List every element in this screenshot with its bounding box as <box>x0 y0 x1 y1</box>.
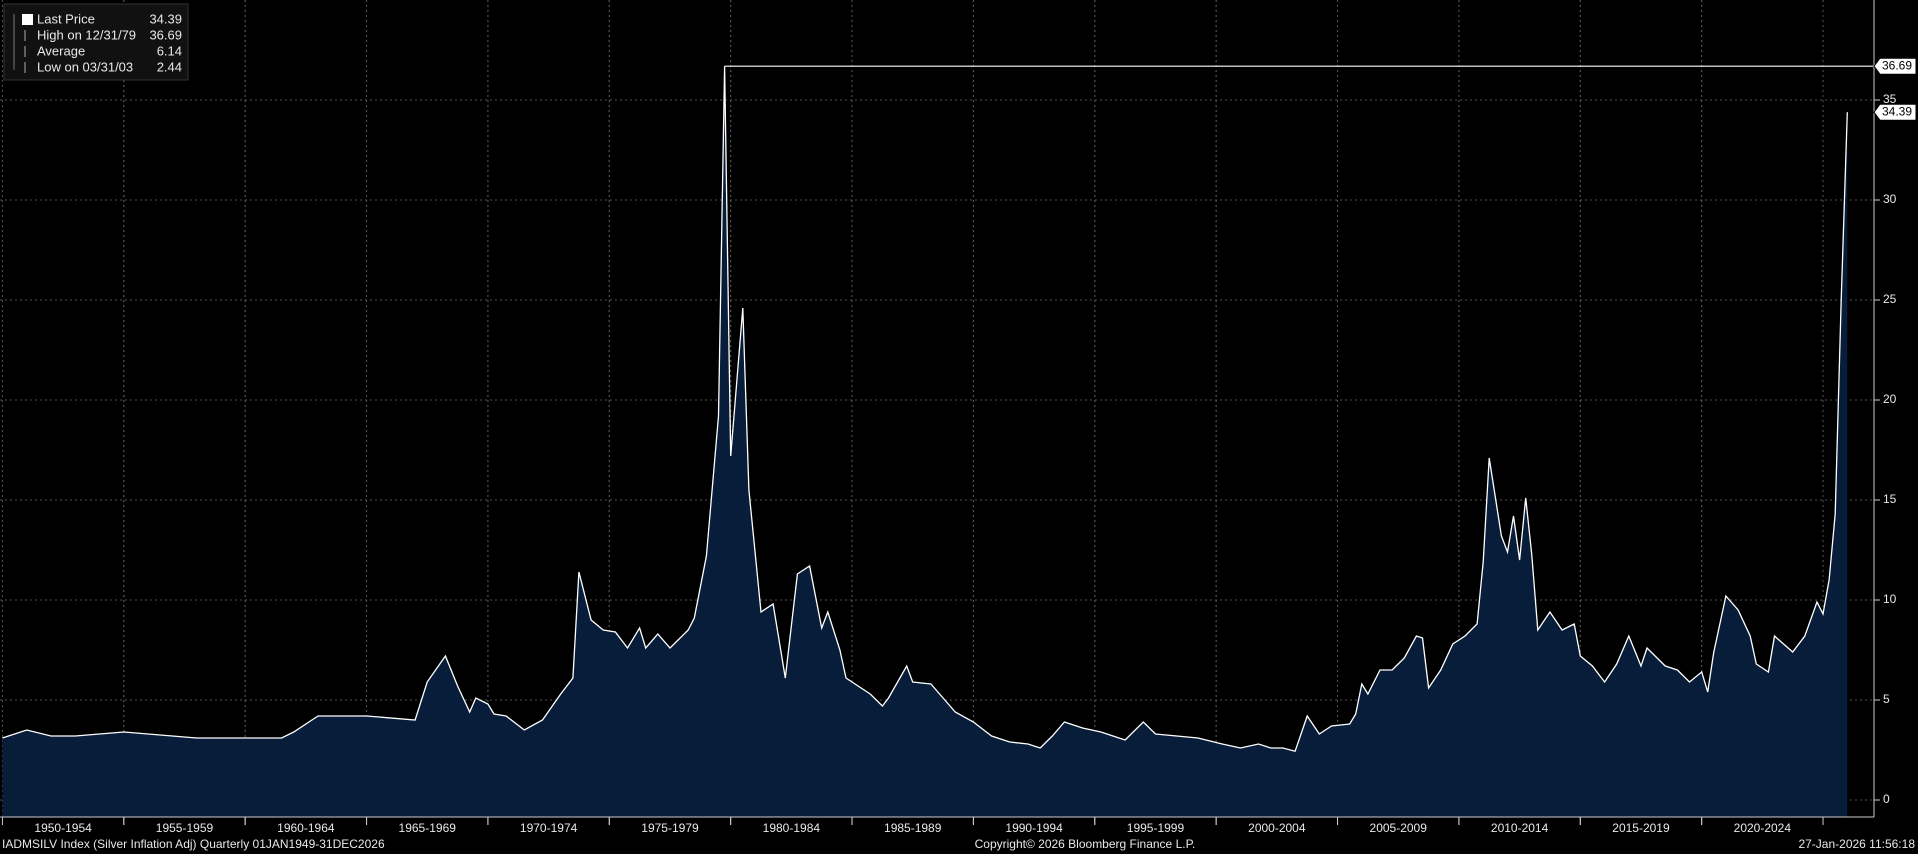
y-tick-label: 15 <box>1883 492 1897 506</box>
legend-label: Last Price <box>37 11 95 26</box>
area-fill <box>2 66 1848 817</box>
high-tag-box <box>1873 57 1917 75</box>
grid <box>0 0 1874 817</box>
last-tag-label: 34.39 <box>1882 104 1912 118</box>
y-tick-label: 0 <box>1883 792 1890 806</box>
y-tick-label: 35 <box>1883 92 1897 106</box>
y-tick-label: 20 <box>1883 392 1897 406</box>
x-tick-label: 2020-2024 <box>1734 821 1792 835</box>
last-tag-box <box>1873 103 1917 121</box>
legend-swatch <box>22 14 33 25</box>
legend-label: Average <box>37 43 85 58</box>
high-tag-label: 36.69 <box>1882 58 1912 72</box>
x-tick-label: 1960-1964 <box>277 821 335 835</box>
price-line <box>2 66 1848 752</box>
x-tick-label: 2015-2019 <box>1612 821 1670 835</box>
x-tick-label: 1965-1969 <box>399 821 457 835</box>
x-tick-label: 2010-2014 <box>1491 821 1549 835</box>
legend-value: 36.69 <box>149 27 182 42</box>
x-tick-label: 1975-1979 <box>641 821 699 835</box>
plot <box>2 65 1874 817</box>
x-tick-label: 1955-1959 <box>156 821 214 835</box>
legend-label: High on 12/31/79 <box>37 27 136 42</box>
legend-value: 6.14 <box>157 43 182 58</box>
x-tick-label: 1995-1999 <box>1127 821 1185 835</box>
y-tick-label: 5 <box>1883 692 1890 706</box>
legend-label: Low on 03/31/03 <box>37 59 133 74</box>
axes: 0 5 10 15 20 25 30 35 1950-1954 1955-1959 1960-196… <box>0 0 1917 835</box>
x-tick-label: 1980-1984 <box>763 821 821 835</box>
x-tick-label: 2000-2004 <box>1248 821 1306 835</box>
y-tick-label: 25 <box>1883 292 1897 306</box>
y-tick-label: 30 <box>1883 192 1897 206</box>
x-tick-label: 2005-2009 <box>1370 821 1428 835</box>
footer-left: IADMSILV Index (Silver Inflation Adj) Qu… <box>2 837 385 851</box>
x-tick-label: 1950-1954 <box>34 821 92 835</box>
y-tick-label: 10 <box>1883 592 1897 606</box>
legend-value: 2.44 <box>157 59 182 74</box>
x-tick-label: 1970-1974 <box>520 821 578 835</box>
legend: Last Price 34.39 High on 12/31/79 36.69 Aver… <box>13 11 182 74</box>
x-tick-label: 1990-1994 <box>1005 821 1063 835</box>
footer-center: Copyright© 2026 Bloomberg Finance L.P. <box>975 837 1196 851</box>
legend-value: 34.39 <box>149 11 182 26</box>
footer-right: 27-Jan-2026 11:56:18 <box>1798 837 1915 851</box>
x-tick-label: 1985-1989 <box>884 821 942 835</box>
legend-box <box>3 3 189 81</box>
